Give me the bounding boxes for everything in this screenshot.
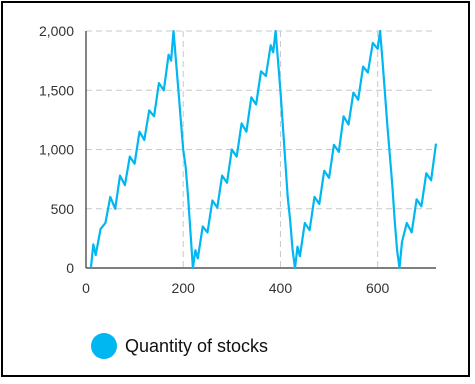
line-chart: 0 500 1,000 1,500 2,000 0 200 400 600	[39, 23, 438, 296]
legend-label: Quantity of stocks	[125, 335, 269, 356]
x-tick-label: 0	[82, 280, 90, 296]
legend[interactable]: Quantity of stocks	[91, 333, 268, 359]
y-tick-label: 500	[51, 201, 75, 217]
x-tick-label: 400	[269, 280, 293, 296]
x-tick-label: 600	[366, 280, 390, 296]
y-tick-label: 2,000	[39, 23, 74, 39]
legend-marker	[91, 333, 117, 359]
y-tick-label: 1,000	[39, 142, 74, 158]
x-tick-label: 200	[172, 280, 196, 296]
y-tick-label: 1,500	[39, 82, 74, 98]
series-line-0	[89, 29, 438, 270]
chart-frame: 0 500 1,000 1,500 2,000 0 200 400 600 Quantity o…	[1, 1, 470, 377]
y-tick-label: 0	[66, 260, 74, 276]
